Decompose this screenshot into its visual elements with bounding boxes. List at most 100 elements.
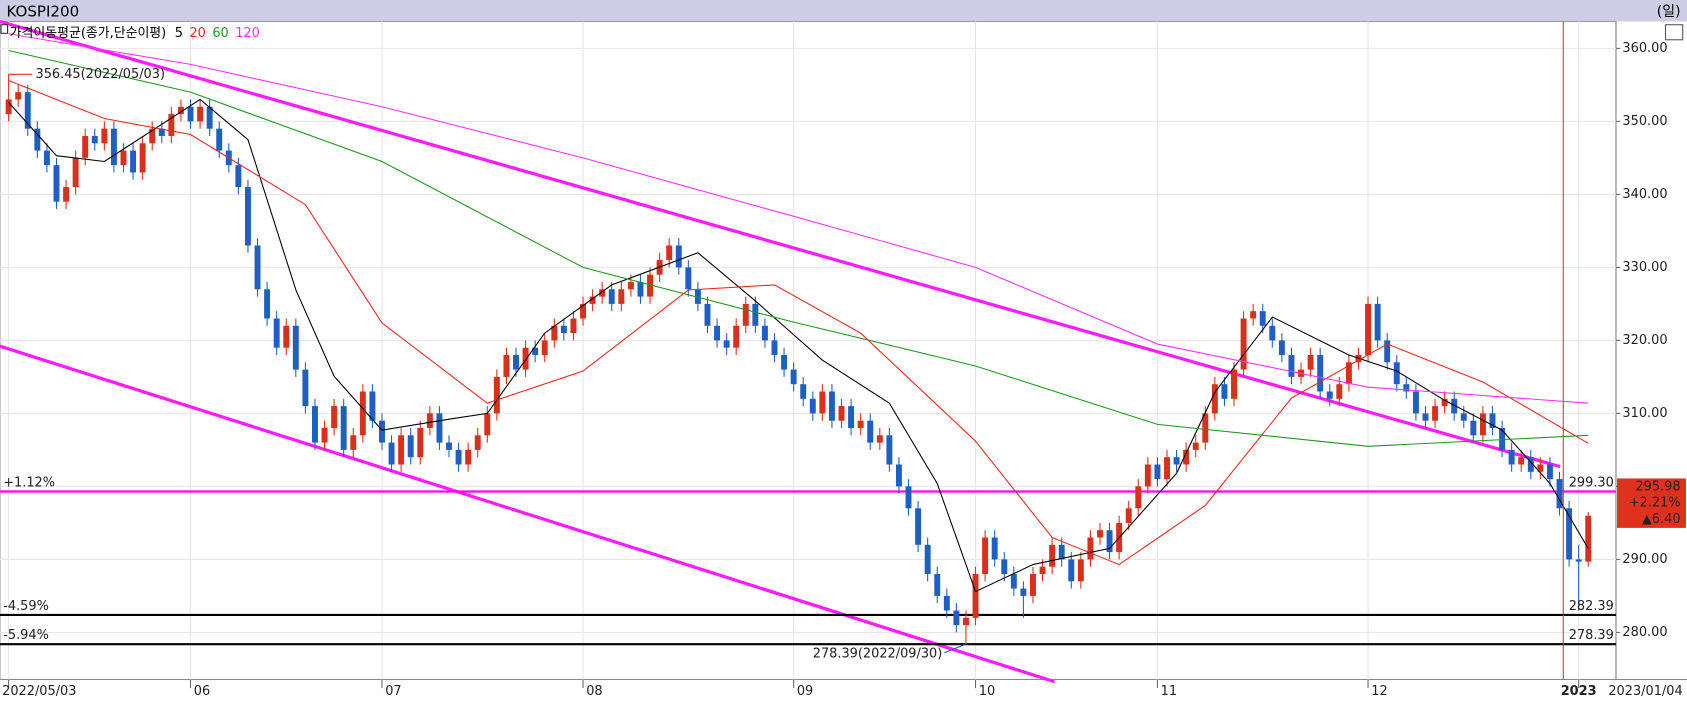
trend-line-upper [0,19,1561,469]
candle-body [1460,413,1467,421]
candle-body [513,354,519,370]
candle-body [1202,413,1209,443]
candle-body [867,420,874,443]
candle-body [532,347,539,355]
last-price-box [1617,478,1686,528]
x-tick-label: 08 [586,684,602,699]
candle-body [647,274,654,297]
candle-body [1412,391,1419,414]
candle-body [915,508,922,545]
candle-body [244,187,251,246]
low-note-leader [944,643,967,654]
candle-body [694,289,701,304]
candle-body [1336,384,1343,399]
candle-body [254,245,261,290]
candle-body [1030,574,1036,596]
candle-body [714,325,721,341]
candle-body [1479,413,1486,436]
candle-body [1154,464,1161,480]
settings-button[interactable] [1664,24,1684,41]
legend-entry: 5 [175,26,183,41]
reference-value-label: 282.39 [1569,599,1614,614]
candle-body [321,427,328,443]
candle-body [1097,530,1103,538]
last-date-label: 2023/01/04 [1608,684,1682,699]
candle-body [331,406,338,428]
candle-body [1231,369,1237,399]
candle-body [771,340,778,355]
candle-body [465,449,472,465]
x-tick-label: 10 [979,684,995,699]
candle-body [991,537,998,560]
candle-body [1527,457,1534,472]
candle-body [1470,420,1477,436]
reference-value-label: 278.39 [1569,628,1614,643]
candle-body [895,464,902,487]
candle-body [1135,486,1142,509]
period-label[interactable]: (일) [1657,4,1681,20]
candle-body [1001,559,1008,575]
y-tick-label: 360.00 [1622,41,1667,56]
candle-body [1269,325,1276,341]
candle-body [264,289,271,319]
candle-body [608,289,615,304]
reference-value-label: 299.30 [1569,475,1614,490]
candle-body [120,150,127,166]
candle-body [1039,566,1046,575]
candle-body [130,150,137,173]
candle-body [551,325,558,341]
trend-line-lower [0,344,1055,684]
candle-body [149,128,156,144]
legend-icon[interactable] [0,24,9,34]
candle-body [72,157,79,188]
candle-body [177,106,184,115]
candle-body [1087,537,1094,560]
candle-body [398,435,405,465]
candle-body [886,435,893,465]
candle-body [781,354,788,370]
candle-body [1020,588,1027,596]
candle-body [972,574,979,618]
candle-body [426,413,433,428]
candle-body [1546,464,1553,480]
candle-body [15,92,22,100]
candle-body [1384,340,1391,363]
candle-body [761,325,768,341]
candle-body [1077,559,1084,582]
candle-body [273,318,280,348]
legend-entry: 20 [189,26,205,41]
candle-body [752,303,759,326]
candle-body [388,442,395,465]
candle-body [1432,406,1439,421]
candle-body [1365,303,1372,355]
reference-pct-label: -4.59% [3,599,49,614]
y-tick-label: 320.00 [1622,333,1667,348]
candle-body [943,595,950,611]
candle-body [436,413,443,443]
candle-body [627,281,634,290]
y-tick-label: 310.00 [1622,406,1667,421]
candle-body [1451,398,1458,414]
y-tick-label: 290.00 [1622,552,1667,567]
y-tick-label: 330.00 [1622,260,1667,275]
x-tick-label: 12 [1371,684,1387,699]
candle-body [1566,508,1573,560]
x-tick-label: 06 [194,684,210,699]
y-tick-label: 350.00 [1622,114,1667,129]
candle-body [1259,311,1266,326]
candle-body [340,406,347,450]
candle-body [283,325,290,348]
candle-body [53,165,60,202]
candle-body [666,245,673,261]
candle-body [790,369,797,385]
candle-body [1422,413,1429,421]
candle-body [589,296,596,304]
candle-body [446,442,452,450]
candle-body [580,303,586,319]
candle-body [876,435,883,443]
candle-body [953,610,960,626]
candle-body [5,99,12,115]
candle-body [1192,442,1199,450]
